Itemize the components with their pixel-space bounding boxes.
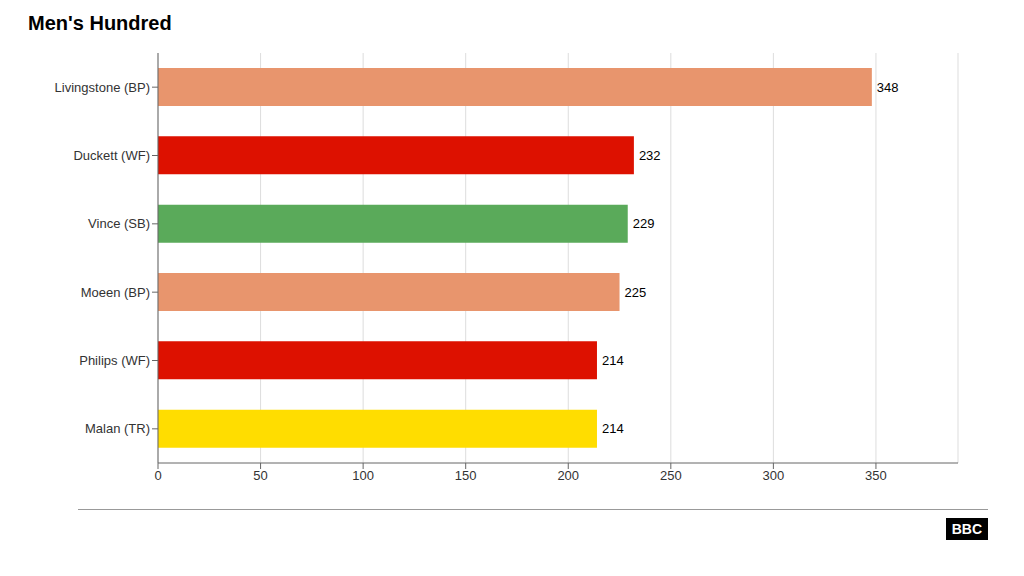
html-text:BBC: BBC (951, 521, 982, 537)
svg-text:Livingstone (BP): Livingstone (BP) (55, 80, 150, 95)
svg-text:214: 214 (602, 421, 624, 436)
svg-text:Philips (WF): Philips (WF) (79, 353, 150, 368)
svg-text:Vince (SB): Vince (SB) (88, 216, 150, 231)
svg-text:229: 229 (633, 216, 655, 231)
svg-text:0: 0 (154, 468, 161, 483)
svg-text:250: 250 (660, 468, 682, 483)
svg-text:348: 348 (877, 80, 899, 95)
svg-text:50: 50 (253, 468, 267, 483)
svg-text:214: 214 (602, 353, 624, 368)
svg-text:Malan (TR): Malan (TR) (85, 421, 150, 436)
svg-text:225: 225 (625, 285, 647, 300)
svg-text:232: 232 (639, 148, 661, 163)
svg-text:Moeen (BP): Moeen (BP) (81, 285, 150, 300)
svg-text:200: 200 (557, 468, 579, 483)
svg-text:Duckett (WF): Duckett (WF) (73, 148, 150, 163)
svg-text:350: 350 (865, 468, 887, 483)
svg-text:300: 300 (763, 468, 785, 483)
html-text:Men's Hundred: Men's Hundred (28, 12, 172, 34)
svg-text:150: 150 (455, 468, 477, 483)
svg-text:100: 100 (352, 468, 374, 483)
